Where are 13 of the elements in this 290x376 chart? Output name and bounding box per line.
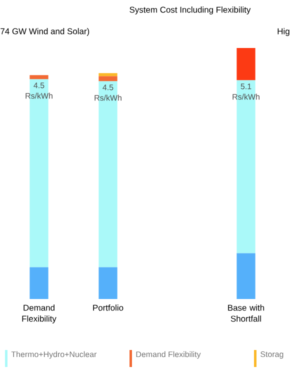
- x-tick-label: Demand Flexibility: [22, 304, 56, 324]
- chart-title: System Cost Including Flexibility: [130, 6, 251, 14]
- bar: [98, 76, 118, 82]
- bar: [236, 48, 256, 80]
- text: Hig: [278, 28, 290, 36]
- bar: [236, 253, 256, 299]
- x-tick-label: Base with Shortfall: [228, 304, 264, 322]
- bar: [98, 267, 118, 299]
- x-tick-label: Portfolio: [93, 304, 124, 311]
- bar: [30, 267, 48, 299]
- bar: [98, 73, 118, 76]
- text: 74 GW Wind and Solar): [0, 28, 90, 36]
- bar: [30, 75, 48, 80]
